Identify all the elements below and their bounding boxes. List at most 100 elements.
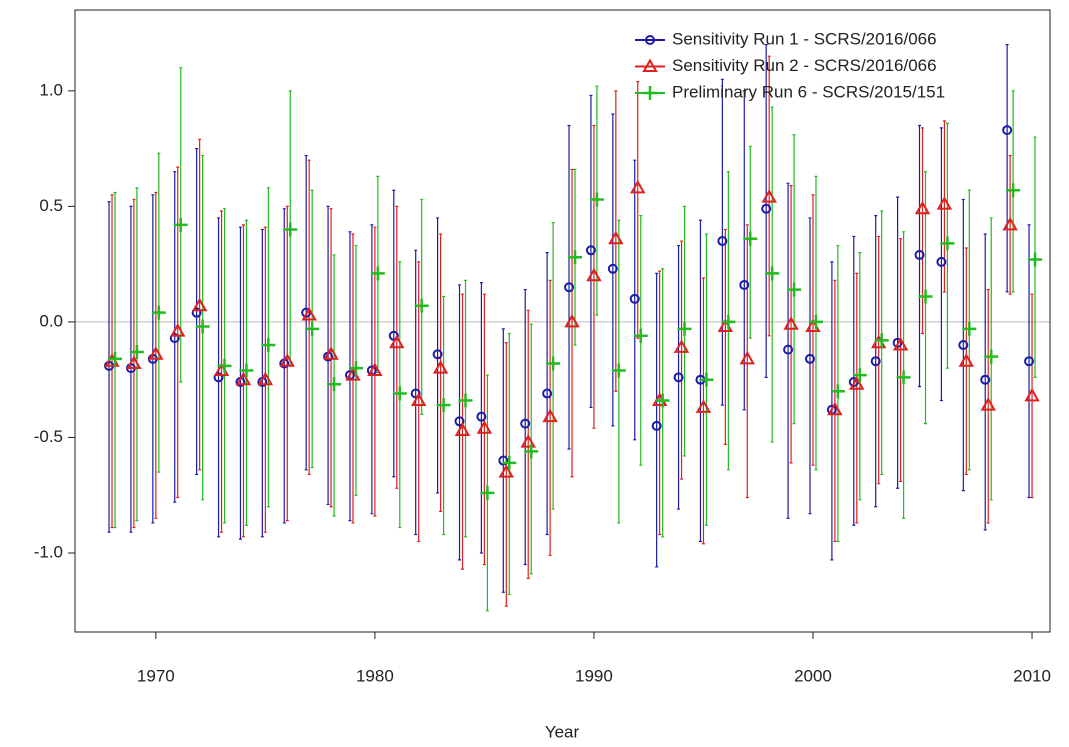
point-marker [327, 377, 342, 392]
error-bar [548, 279, 552, 556]
error-bar [198, 138, 202, 471]
point-marker [235, 371, 252, 386]
y-tick-label: -1.0 [34, 542, 63, 561]
point-marker [392, 386, 407, 401]
error-bar [458, 284, 462, 561]
point-marker [589, 192, 604, 207]
error-bar [461, 293, 465, 570]
x-tick-label: 2000 [794, 666, 832, 685]
error-bar [918, 124, 922, 388]
point-marker [984, 349, 999, 364]
point-marker [476, 411, 487, 422]
error-bar [680, 240, 684, 480]
point-marker [546, 356, 561, 371]
point-marker [217, 358, 232, 373]
error-bar [260, 228, 264, 538]
point-marker [787, 282, 802, 297]
error-bar [1030, 293, 1034, 499]
point-marker [849, 376, 865, 390]
error-bar [176, 166, 180, 499]
error-bar [964, 247, 968, 476]
error-bar [501, 328, 505, 593]
error-bar [792, 134, 796, 425]
error-bar [392, 189, 396, 478]
point-marker [261, 338, 276, 353]
error-bar [986, 288, 990, 524]
error-bar [961, 198, 965, 492]
error-bar [677, 245, 681, 510]
point-marker [191, 297, 208, 312]
error-bar [414, 249, 418, 536]
error-bar [436, 217, 440, 494]
point-marker [827, 401, 843, 416]
error-bar [110, 194, 114, 529]
y-tick-label: -0.5 [34, 427, 63, 446]
point-marker [783, 344, 794, 355]
point-marker [305, 321, 320, 336]
x-tick-label: 1990 [575, 666, 613, 685]
point-marker [739, 350, 755, 365]
error-bar [983, 233, 987, 531]
x-tick-label: 2010 [1013, 666, 1051, 685]
point-marker [936, 256, 947, 267]
error-bar [855, 272, 859, 524]
point-marker [436, 398, 451, 413]
legend-label: Sensitivity Run 2 - SCRS/2016/066 [672, 56, 937, 75]
point-marker [958, 353, 975, 367]
error-bar [701, 277, 705, 545]
error-bar [307, 159, 311, 476]
error-bar [285, 205, 289, 522]
point-marker [677, 321, 692, 336]
error-bar [808, 217, 812, 515]
point-marker [874, 333, 889, 348]
legend-label: Sensitivity Run 1 - SCRS/2016/066 [672, 29, 937, 48]
point-marker [323, 346, 339, 360]
point-marker [410, 392, 427, 406]
point-marker [852, 368, 867, 383]
point-marker [611, 363, 626, 378]
point-marker [695, 399, 712, 413]
point-marker [432, 360, 449, 374]
point-marker [502, 455, 517, 470]
point-marker [936, 196, 953, 210]
error-bar [921, 127, 925, 335]
error-bar [417, 261, 421, 543]
point-marker [108, 351, 123, 366]
error-bar [567, 124, 571, 450]
error-bar [1008, 154, 1012, 295]
point-marker [761, 203, 772, 214]
point-marker [651, 420, 662, 431]
point-marker [783, 316, 799, 330]
error-bar [723, 228, 727, 445]
error-bar [786, 182, 790, 519]
error-bar [764, 44, 768, 378]
point-marker [476, 420, 493, 434]
point-marker [520, 434, 536, 448]
error-bar [614, 90, 618, 392]
point-marker [151, 305, 166, 320]
error-bar [220, 210, 224, 533]
point-marker [388, 330, 399, 341]
point-marker [148, 346, 164, 360]
error-bar [545, 252, 549, 536]
error-bar [939, 127, 943, 402]
point-marker [542, 408, 558, 423]
point-marker [962, 321, 977, 336]
point-marker [191, 307, 202, 318]
point-marker [765, 266, 780, 281]
error-bar [464, 279, 468, 538]
y-tick-label: 0.5 [39, 196, 63, 215]
point-marker [808, 314, 823, 329]
point-marker [414, 298, 429, 313]
error-bar [589, 94, 593, 409]
y-tick-label: 1.0 [39, 80, 63, 99]
error-bar [767, 55, 771, 337]
point-marker [542, 388, 553, 399]
point-marker [257, 371, 274, 386]
error-bar [611, 113, 615, 427]
error-bar [479, 282, 483, 554]
point-marker [914, 249, 925, 260]
point-marker [283, 222, 298, 237]
